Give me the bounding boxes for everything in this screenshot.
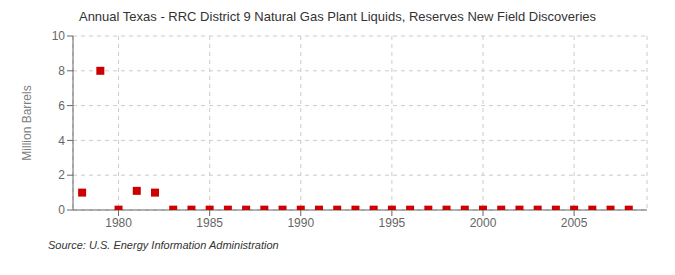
svg-text:4: 4 bbox=[58, 134, 65, 148]
svg-text:10: 10 bbox=[52, 29, 66, 43]
svg-text:Million Barrels: Million Barrels bbox=[20, 85, 34, 160]
svg-text:1990: 1990 bbox=[287, 216, 314, 230]
svg-text:1995: 1995 bbox=[379, 216, 406, 230]
svg-text:6: 6 bbox=[58, 99, 65, 113]
svg-text:1985: 1985 bbox=[196, 216, 223, 230]
svg-text:0: 0 bbox=[58, 203, 65, 217]
svg-text:2: 2 bbox=[58, 168, 65, 182]
svg-text:2005: 2005 bbox=[561, 216, 588, 230]
svg-text:8: 8 bbox=[58, 64, 65, 78]
html-text:Annual Texas - RRC District 9: Annual Texas - RRC District 9 Natural Ga… bbox=[79, 9, 596, 24]
svg-text:1980: 1980 bbox=[105, 216, 132, 230]
html-text:Source: U.S. Energy Informatio: Source: U.S. Energy Information Administ… bbox=[48, 239, 279, 251]
svg-text:2000: 2000 bbox=[470, 216, 497, 230]
